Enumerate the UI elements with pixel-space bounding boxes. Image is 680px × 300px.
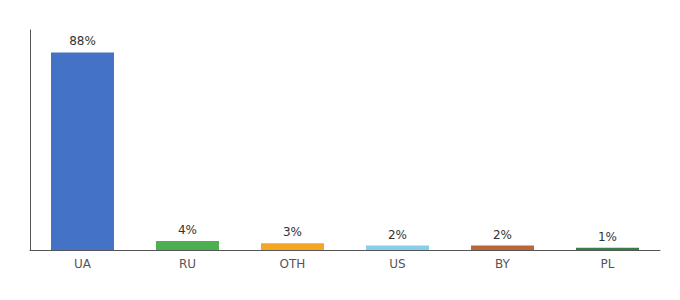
svg-text:RU: RU <box>179 257 196 271</box>
svg-text:BY: BY <box>495 257 511 271</box>
svg-text:3%: 3% <box>283 225 302 239</box>
svg-text:2%: 2% <box>493 228 512 242</box>
svg-text:1%: 1% <box>598 230 617 244</box>
svg-text:2%: 2% <box>388 228 407 242</box>
svg-text:UA: UA <box>74 257 92 271</box>
svg-text:OTH: OTH <box>280 257 306 271</box>
svg-text:4%: 4% <box>178 223 197 237</box>
svg-text:PL: PL <box>601 257 615 271</box>
svg-text:88%: 88% <box>69 34 96 48</box>
svg-text:US: US <box>389 257 405 271</box>
